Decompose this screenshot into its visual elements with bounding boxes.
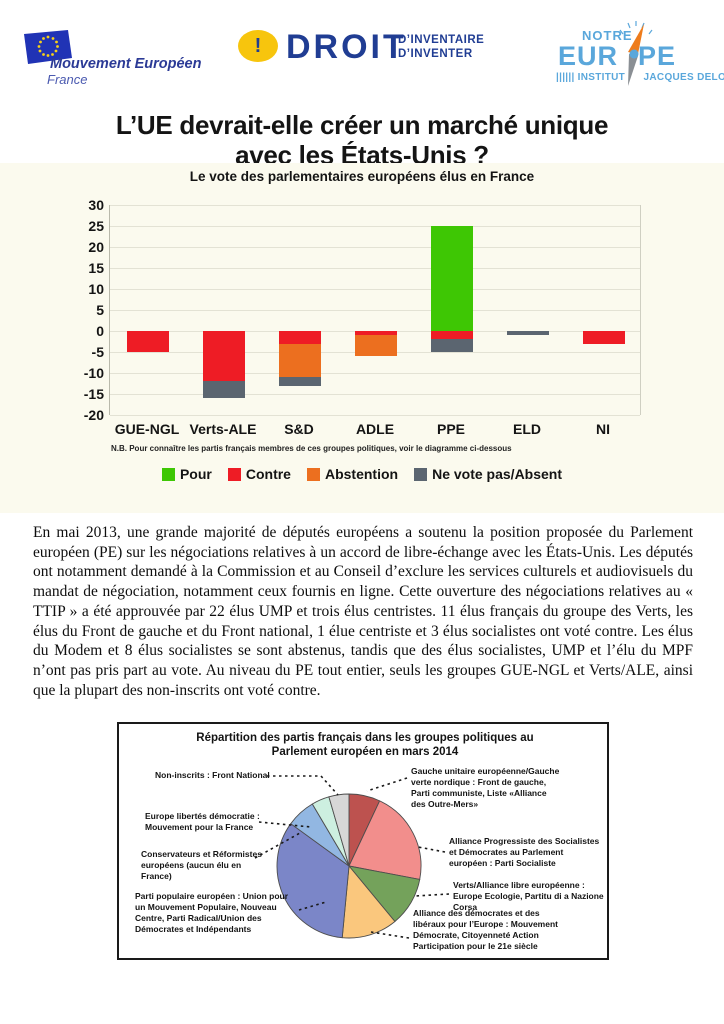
pie-chart-title: Répartition des partis français dans les… — [196, 732, 534, 758]
x-axis-category-label: S&D — [284, 421, 314, 437]
y-axis-tick: 25 — [88, 218, 104, 234]
exclamation-bubble-icon: ! — [238, 30, 278, 62]
x-axis-category-label: ELD — [513, 421, 541, 437]
gridline — [110, 373, 640, 374]
y-axis-tick: 20 — [88, 239, 104, 255]
legend-item: Contre — [227, 466, 291, 482]
callout-leader-line — [417, 846, 446, 853]
legend-label: Contre — [245, 466, 291, 482]
legend-item: Pour — [161, 466, 212, 482]
gridline — [110, 310, 640, 311]
pie-chart — [254, 775, 450, 939]
callout-leader-line — [267, 775, 339, 796]
notre-europe-institut: |||||| INSTITUT JACQUES DELORS — [556, 72, 724, 83]
callout-leader-line — [254, 832, 301, 859]
notre-europe-top: NOTRE — [582, 28, 633, 43]
page-title: L’UE devrait-elle créer un marché unique… — [0, 110, 724, 170]
y-axis-tick: -5 — [91, 344, 104, 360]
gridline — [110, 268, 640, 269]
x-axis-category-label: NI — [596, 421, 610, 437]
callout-leader-line — [298, 901, 327, 911]
x-axis-category-label: ADLE — [355, 421, 395, 437]
pie-slice — [276, 823, 350, 939]
page-title-line1: L’UE devrait-elle créer un marché unique — [115, 110, 609, 140]
legend-label: Abstention — [324, 466, 399, 482]
bar-segment — [355, 331, 397, 336]
bar-chart-plot-area — [109, 205, 641, 416]
pie-slice — [328, 793, 350, 867]
y-axis-tick: 0 — [96, 323, 104, 339]
callout-ecr: Conservateurs et Réformistes européens (… — [141, 849, 262, 881]
gridline — [110, 415, 640, 416]
legend-item: Abstention — [306, 466, 399, 482]
mouvement-europeen-name: Mouvement Européen — [50, 56, 202, 72]
bar-segment — [203, 331, 245, 382]
legend-item: Ne vote pas/Absent — [414, 466, 562, 482]
legend-swatch — [161, 467, 175, 481]
notre-europe-logo: NOTRE EUR PE |||||| INSTITUT JACQUES DELO… — [556, 16, 724, 96]
bar-segment — [203, 381, 245, 399]
y-axis-tick: 5 — [96, 302, 104, 318]
bar-chart-legend: Pour Contre Abstention Ne vote pas/Absent — [0, 466, 724, 482]
callout-verts: Verts/Alliance libre européenne : Europe… — [453, 880, 604, 912]
y-axis-tick: 10 — [88, 281, 104, 297]
bar-segment — [431, 331, 473, 340]
callout-leader-line — [366, 777, 408, 792]
gridline — [110, 205, 640, 206]
callout-adle: Alliance des démocrates et des libéraux … — [413, 908, 558, 951]
bar-segment — [431, 226, 473, 331]
legend-swatch — [227, 467, 241, 481]
y-axis-tick: 15 — [88, 260, 104, 276]
gridline — [110, 394, 640, 395]
mouvement-europeen-country: France — [47, 72, 88, 87]
body-paragraph: En mai 2013, une grande majorité de dépu… — [33, 524, 693, 699]
eu-flag-icon — [24, 30, 72, 64]
gridline — [110, 226, 640, 227]
mouvement-europeen-logo: Mouvement Européen France — [18, 26, 228, 88]
legend-label: Pour — [179, 466, 212, 482]
gridline — [110, 247, 640, 248]
callout-leader-line — [370, 931, 410, 939]
pie-chart-box: Répartition des partis français dans les… — [117, 722, 609, 960]
legend-swatch — [414, 467, 428, 481]
bar-segment — [127, 331, 169, 352]
callout-gue: Gauche unitaire européenne/Gauche verte … — [411, 766, 560, 809]
legend-swatch — [306, 467, 320, 481]
bar-segment — [355, 335, 397, 357]
legend-label: Ne vote pas/Absent — [432, 466, 563, 482]
y-axis-tick: -10 — [83, 365, 104, 381]
droit-tagline-line1: D’INVENTAIRE — [398, 34, 485, 46]
callout-non-inscrits: Non-inscrits : Front National — [155, 770, 270, 780]
y-axis-tick: -15 — [83, 386, 104, 402]
bar-segment — [279, 377, 321, 386]
bar-segment — [279, 343, 321, 378]
y-axis-tick: 30 — [88, 197, 104, 213]
droit-dinventaire-logo: ! DROIT D’INVENTAIRE D’INVENTER — [238, 28, 488, 76]
compass-needle-icon — [619, 21, 653, 86]
bar-chart: Le vote des parlementaires européens élu… — [0, 163, 724, 513]
bar-segment — [507, 331, 549, 336]
notre-europe-wordmark: EUR PE — [558, 41, 677, 71]
bar-chart-note: N.B. Pour connaître les partis français … — [111, 444, 512, 453]
droit-wordmark: DROIT — [286, 28, 407, 66]
callout-leader-line — [414, 893, 450, 897]
droit-tagline-line2: D’INVENTER — [398, 47, 473, 60]
y-axis-tick: -20 — [83, 407, 104, 423]
gridline — [110, 289, 640, 290]
callout-ppe: Parti populaire européen : Union pour un… — [135, 891, 289, 934]
pie-slice — [348, 800, 422, 881]
bar-segment — [431, 339, 473, 352]
bar-segment — [583, 331, 625, 344]
x-axis-category-label: PPE — [436, 421, 465, 437]
callout-sd: Alliance Progressiste des Socialistes et… — [449, 836, 600, 868]
bar-segment — [279, 331, 321, 344]
callout-leader-line — [258, 821, 312, 828]
droit-tagline: D’INVENTAIRE D’INVENTER — [398, 34, 484, 61]
x-axis-category-label: Verts-ALE — [189, 421, 257, 437]
bar-chart-title: Le vote des parlementaires européens élu… — [189, 169, 535, 184]
callout-eld: Europe libertés démocratie : Mouvement p… — [145, 811, 260, 832]
x-axis-category-label: GUE-NGL — [114, 421, 180, 437]
